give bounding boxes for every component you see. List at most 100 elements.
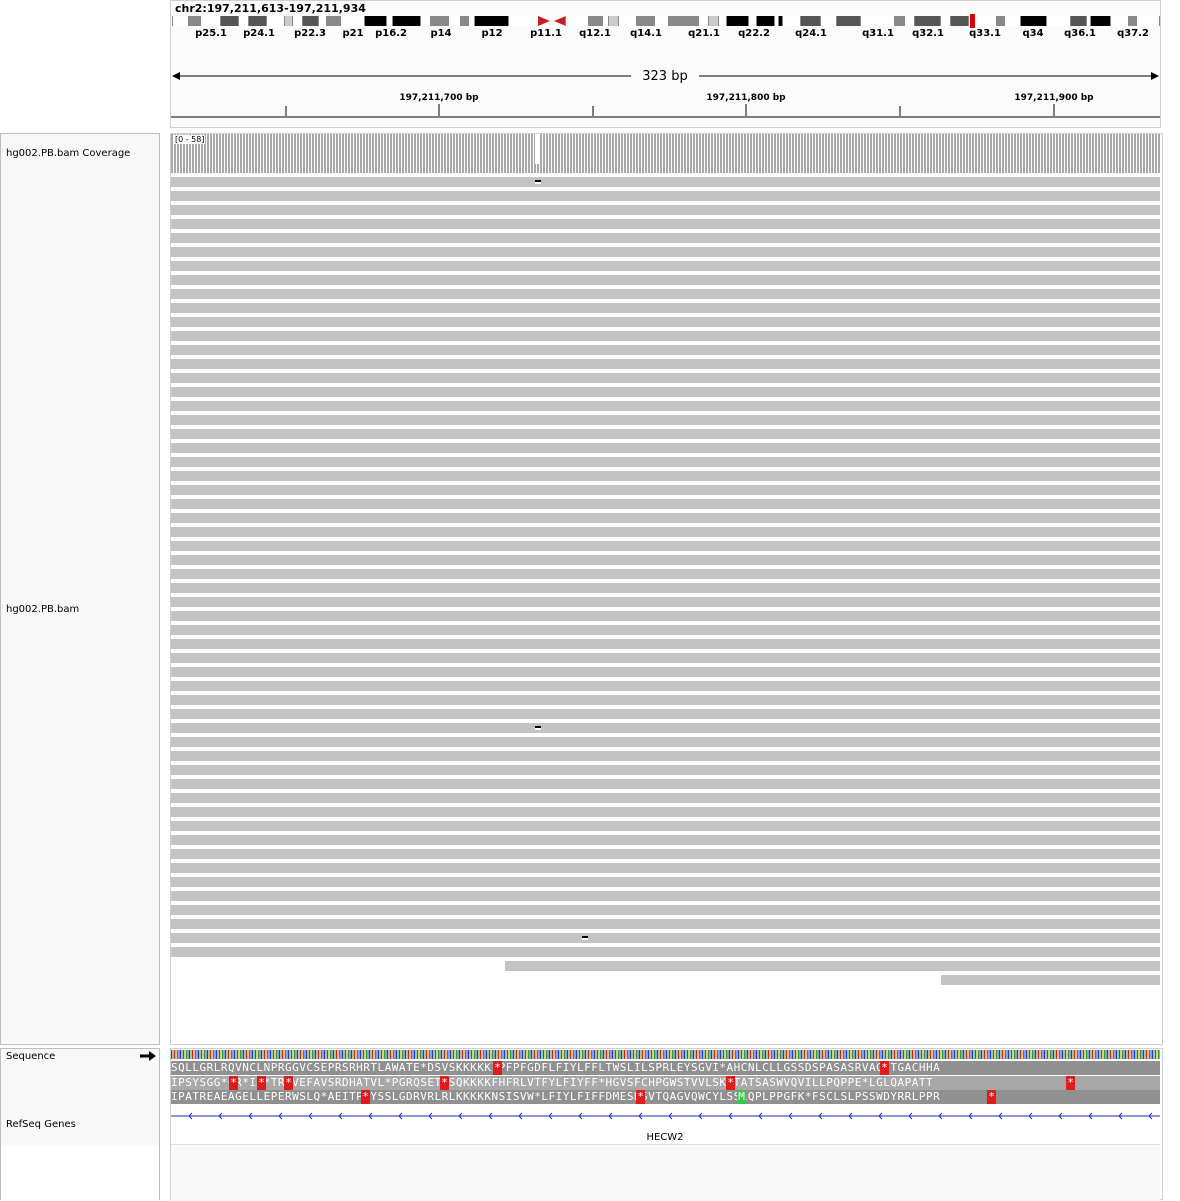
track-name-panel: hg002.PB.bam Coverage hg002.PB.bam <box>0 133 160 1045</box>
gene-feature-line[interactable] <box>171 1110 1160 1122</box>
aligned-read[interactable] <box>171 527 1160 537</box>
aligned-read[interactable] <box>171 499 1160 509</box>
aligned-read[interactable] <box>171 905 1160 915</box>
aligned-read[interactable] <box>171 597 1160 607</box>
band-label: q36.1 <box>1064 28 1096 39</box>
stop-codon-marker: * <box>493 1061 502 1075</box>
strand-chevron-icon <box>668 1112 673 1120</box>
aligned-read[interactable] <box>171 191 1160 201</box>
aligned-read[interactable] <box>171 359 1160 369</box>
aligned-read[interactable] <box>171 779 1160 789</box>
start-codon-marker: M <box>737 1090 746 1104</box>
strand-chevron-icon <box>938 1112 943 1120</box>
strand-chevron-icon <box>1058 1112 1063 1120</box>
aligned-read[interactable] <box>505 961 1160 971</box>
aligned-read[interactable] <box>171 835 1160 845</box>
strand-chevron-icon <box>218 1112 223 1120</box>
aligned-read[interactable] <box>171 373 1160 383</box>
stop-codon-marker: * <box>880 1061 889 1075</box>
aligned-read[interactable] <box>171 737 1160 747</box>
aligned-read[interactable] <box>171 667 1160 677</box>
strand-chevron-icon <box>518 1112 523 1120</box>
aligned-read[interactable] <box>171 583 1160 593</box>
aligned-read[interactable] <box>171 457 1160 467</box>
aligned-read[interactable] <box>171 751 1160 761</box>
strand-chevron-icon <box>1148 1112 1153 1120</box>
aligned-read[interactable] <box>171 471 1160 481</box>
aligned-read[interactable] <box>171 723 1160 733</box>
aligned-read[interactable] <box>171 695 1160 705</box>
band-label: q33.1 <box>969 28 1001 39</box>
sequence-track-name[interactable]: Sequence <box>6 1051 56 1062</box>
aligned-read[interactable] <box>171 709 1160 719</box>
aligned-read[interactable] <box>171 611 1160 621</box>
aligned-read[interactable] <box>171 919 1160 929</box>
aligned-read[interactable] <box>171 639 1160 649</box>
aligned-read[interactable] <box>171 877 1160 887</box>
band-label: p22.3 <box>294 28 326 39</box>
aligned-read[interactable] <box>171 443 1160 453</box>
band-label: q34 <box>1022 28 1044 39</box>
stop-codon-marker: * <box>440 1076 449 1090</box>
gene-name-label[interactable]: HECW2 <box>646 1132 684 1143</box>
aligned-read[interactable] <box>171 765 1160 775</box>
strand-chevron-icon <box>848 1112 853 1120</box>
translation-frame-3: IPATREAEAGELLEPERWSLQ*AEITPPYSSLGDRVRLRL… <box>171 1090 1160 1104</box>
aligned-read[interactable] <box>171 261 1160 271</box>
aligned-read[interactable] <box>171 233 1160 243</box>
aligned-read[interactable] <box>171 513 1160 523</box>
coverage-track[interactable] <box>171 134 1160 173</box>
aligned-read[interactable] <box>171 219 1160 229</box>
aligned-read[interactable] <box>171 569 1160 579</box>
aligned-read[interactable] <box>941 975 1160 985</box>
aligned-read[interactable] <box>171 415 1160 425</box>
aligned-read[interactable] <box>171 177 1160 187</box>
chromosome-ideogram[interactable]: p25.1 p24.1 p22.3 p21 p16.2 p14 p12 p11.… <box>171 0 1160 42</box>
strand-chevron-icon <box>458 1112 463 1120</box>
indel-marker[interactable] <box>535 726 541 730</box>
sequence-bases-bar[interactable] <box>171 1050 1160 1059</box>
aligned-read[interactable] <box>171 625 1160 635</box>
aligned-read[interactable] <box>171 555 1160 565</box>
aligned-read[interactable] <box>171 793 1160 803</box>
aligned-read[interactable] <box>171 401 1160 411</box>
aligned-read[interactable] <box>171 387 1160 397</box>
indel-marker[interactable] <box>535 180 541 184</box>
reads-track[interactable] <box>171 177 1160 997</box>
aligned-read[interactable] <box>171 807 1160 817</box>
aligned-read[interactable] <box>171 345 1160 355</box>
genes-track-name[interactable]: RefSeq Genes <box>6 1119 76 1130</box>
aligned-read[interactable] <box>171 205 1160 215</box>
aligned-read[interactable] <box>171 947 1160 957</box>
aligned-read[interactable] <box>171 541 1160 551</box>
aligned-read[interactable] <box>171 849 1160 859</box>
aligned-read[interactable] <box>171 863 1160 873</box>
aligned-read[interactable] <box>171 247 1160 257</box>
strand-chevron-icon <box>1028 1112 1033 1120</box>
strand-chevron-icon <box>488 1112 493 1120</box>
strand-arrow-icon[interactable] <box>140 1051 156 1061</box>
aligned-read[interactable] <box>171 317 1160 327</box>
stop-codon-marker: * <box>257 1076 266 1090</box>
alignment-track-name[interactable]: hg002.PB.bam <box>6 604 80 615</box>
aligned-read[interactable] <box>171 289 1160 299</box>
aligned-read[interactable] <box>171 303 1160 313</box>
strand-chevron-icon <box>968 1112 973 1120</box>
aligned-read[interactable] <box>171 429 1160 439</box>
indel-marker[interactable] <box>582 936 588 940</box>
aligned-read[interactable] <box>171 681 1160 691</box>
coverage-track-name[interactable]: hg002.PB.bam Coverage <box>6 148 131 159</box>
stop-codon-marker: * <box>987 1090 996 1104</box>
aligned-read[interactable] <box>171 821 1160 831</box>
band-label: q24.1 <box>795 28 827 39</box>
aligned-read[interactable] <box>171 331 1160 341</box>
aligned-read[interactable] <box>171 275 1160 285</box>
centromere-icon <box>538 16 566 26</box>
aligned-read[interactable] <box>171 933 1160 943</box>
aligned-read[interactable] <box>171 653 1160 663</box>
aligned-read[interactable] <box>171 485 1160 495</box>
stop-codon-marker: * <box>636 1090 645 1104</box>
stop-codon-marker: * <box>1066 1076 1075 1090</box>
aligned-read[interactable] <box>171 891 1160 901</box>
coverage-dip <box>535 134 539 164</box>
